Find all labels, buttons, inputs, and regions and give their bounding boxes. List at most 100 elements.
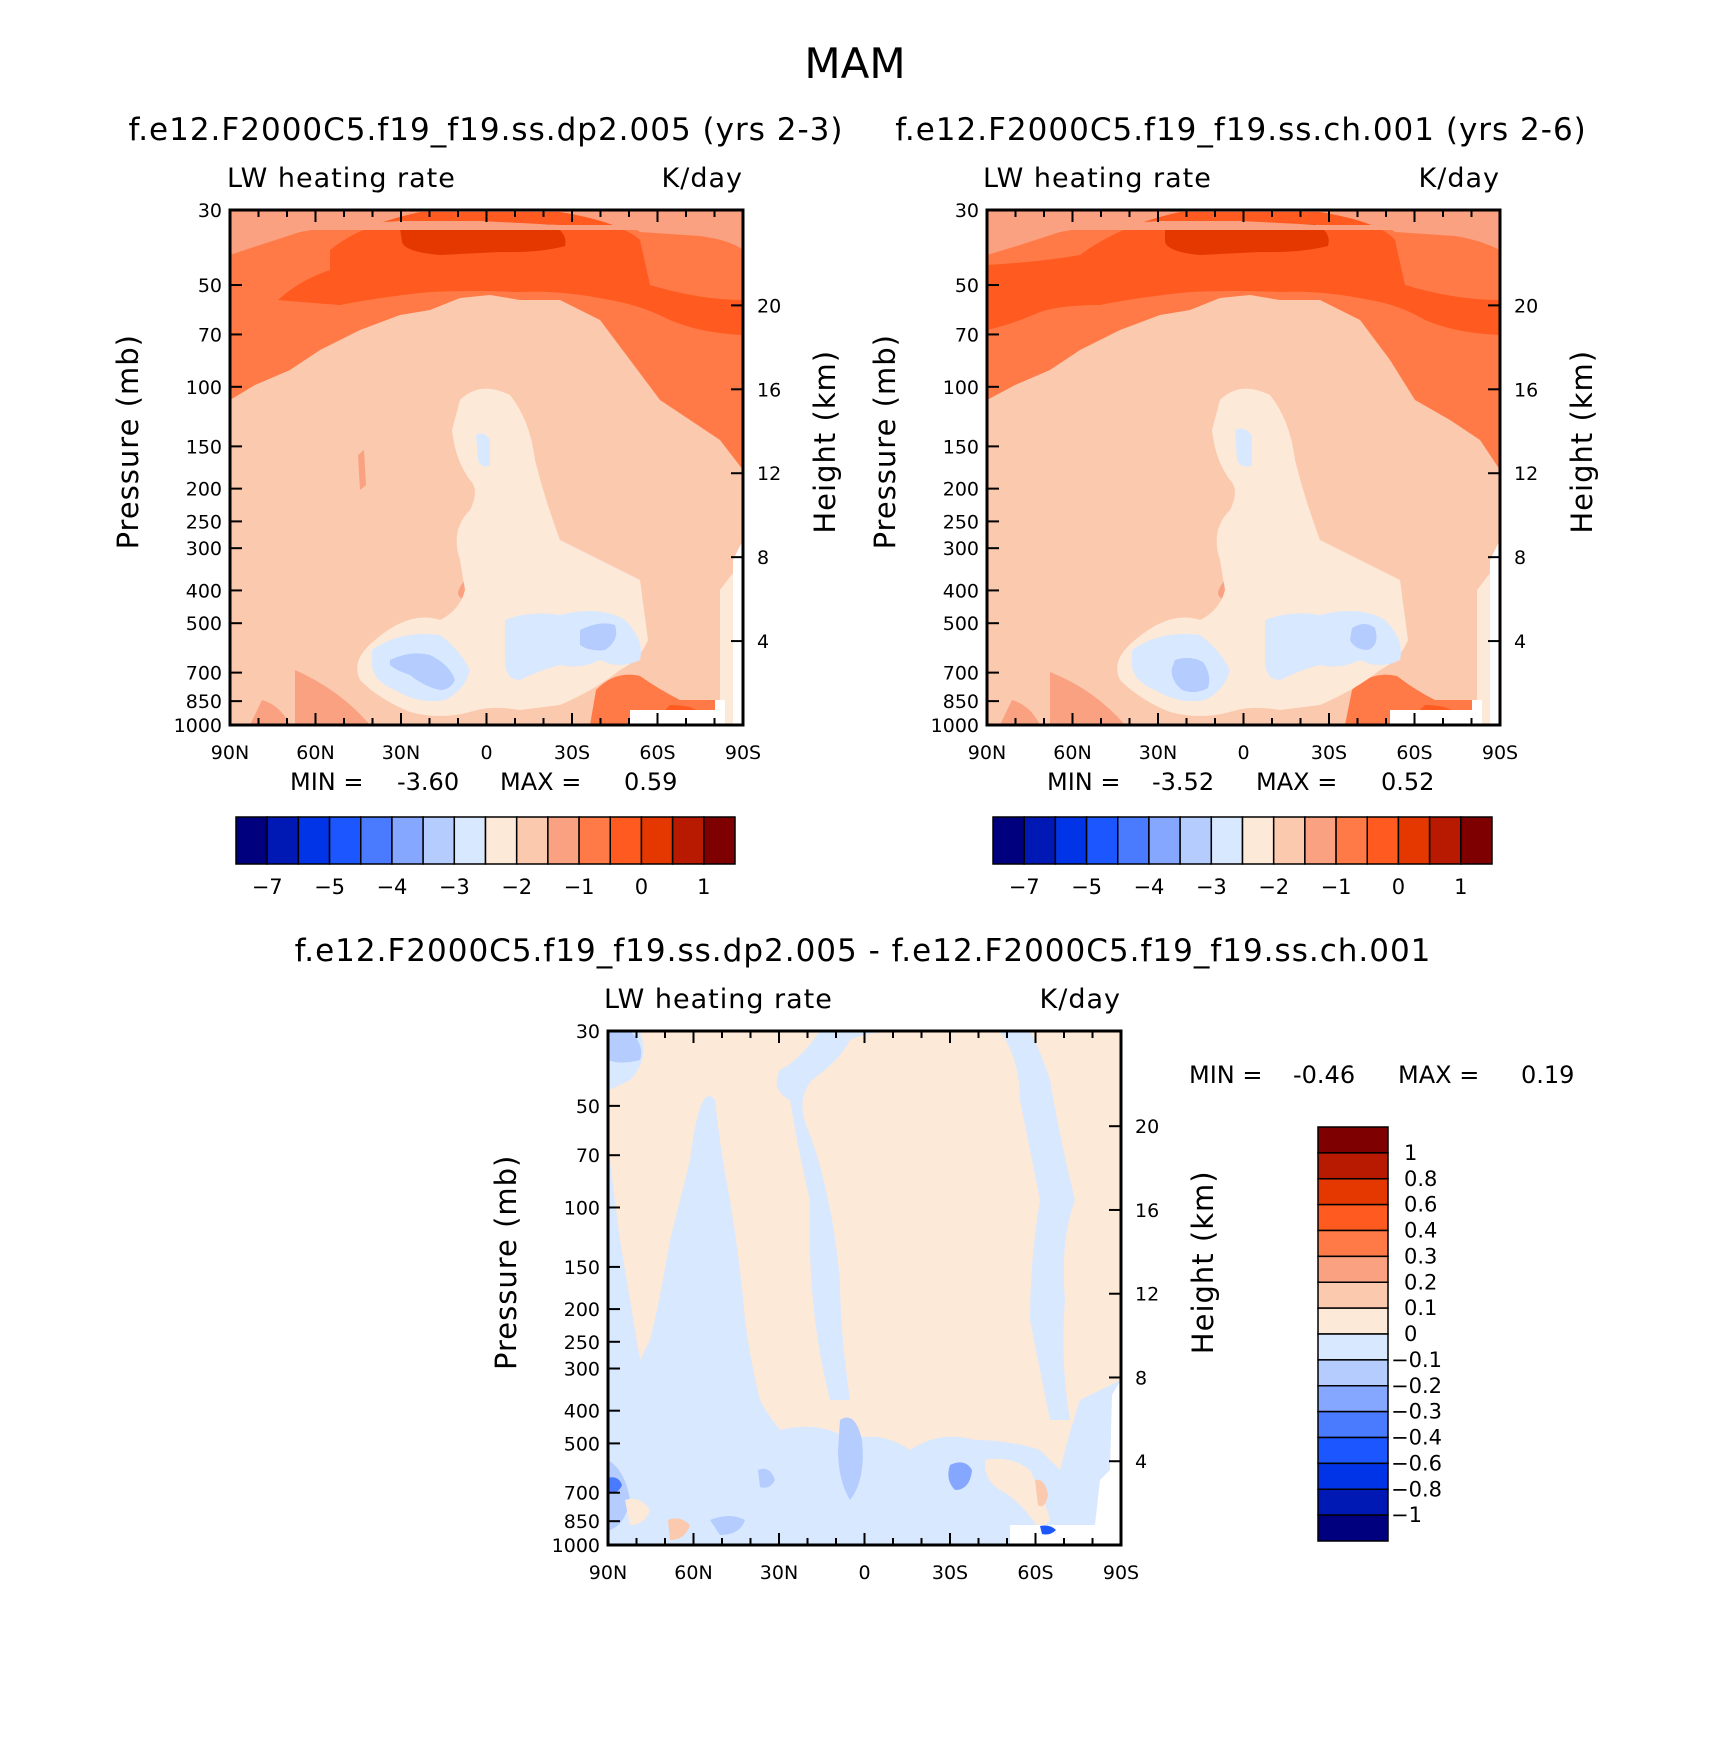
colorbar-label: 0 <box>1392 875 1405 899</box>
lat-tick-label: 90S <box>1103 1562 1139 1584</box>
panel-ch-cool-lower-right-2 <box>1350 624 1377 650</box>
colorbar-label: −7 <box>252 875 283 899</box>
colorbar-swatch <box>1317 1307 1389 1335</box>
panel-diff-warm-lower-patch-3 <box>668 1518 690 1540</box>
colorbar-swatch <box>1460 816 1493 865</box>
panel-diff-field <box>608 1031 1121 1545</box>
panel-diff-cool-left-blob <box>608 1031 642 1063</box>
panel-dp2: f.e12.F2000C5.f19_f19.ss.dp2.005 (yrs 2-… <box>111 112 842 899</box>
panel-dp2-warm-left-surface <box>250 700 290 725</box>
pressure-tick-label: 100 <box>943 377 979 399</box>
lat-tick-label: 60N <box>296 742 334 764</box>
colorbar-label: 1 <box>697 875 710 899</box>
colorbar-label: −0.4 <box>1391 1426 1442 1450</box>
panel-ch-title: f.e12.F2000C5.f19_f19.ss.ch.001 (yrs 2-6… <box>895 112 1587 148</box>
panel-ch-field <box>987 210 1500 725</box>
colorbar-label: −5 <box>1071 875 1102 899</box>
pressure-tick-label: 30 <box>955 200 979 222</box>
pressure-tick-label: 150 <box>943 436 979 458</box>
pressure-tick-label: 850 <box>186 691 222 713</box>
pressure-tick-label: 70 <box>955 324 979 346</box>
pressure-tick-label: 400 <box>564 1401 600 1423</box>
pressure-tick-label: 700 <box>186 663 222 685</box>
panel-diff-left-deep <box>608 1477 622 1494</box>
lat-tick-label: 30N <box>382 742 420 764</box>
colorbar-label: −2 <box>1258 875 1289 899</box>
pressure-tick-label: 700 <box>943 663 979 685</box>
panel-diff-axes: 90N 60N 30N 0 30S 60S 90S 30 50 70 100 150 200 250 300… <box>489 1021 1220 1584</box>
colorbar-swatch <box>1054 816 1088 865</box>
panel-dp2-min-label: MIN = <box>290 768 363 796</box>
panel-ch: f.e12.F2000C5.f19_f19.ss.ch.001 (yrs 2-6… <box>868 112 1599 899</box>
pressure-tick-label: 850 <box>943 691 979 713</box>
height-tick-label: 20 <box>1135 1116 1159 1138</box>
colorbar-label: 0.8 <box>1404 1167 1437 1191</box>
lat-tick-label: 0 <box>480 742 492 764</box>
panel-dp2-band-peak <box>400 223 566 255</box>
panel-ch-band-upper <box>987 221 1500 255</box>
colorbar-swatch <box>1335 816 1368 865</box>
height-tick-label: 16 <box>1135 1200 1159 1222</box>
colorbar-label: −7 <box>1009 875 1040 899</box>
pressure-axis-title: Pressure (mb) <box>489 1155 523 1370</box>
panel-diff-cool-blob-4 <box>758 1468 775 1488</box>
panel-diff-warm-strip-1 <box>608 1031 1121 1520</box>
lat-tick-label: 30S <box>554 742 590 764</box>
panel-ch-warm-left-surface <box>1000 700 1040 725</box>
colorbar-swatch <box>1317 1229 1389 1258</box>
colorbar-label: 0 <box>635 875 648 899</box>
colorbar-swatch <box>1210 816 1244 865</box>
panel-ch-max-value: 0.52 <box>1381 768 1434 796</box>
colorbar-swatch <box>1179 816 1213 865</box>
colorbar-swatch <box>1023 816 1057 865</box>
panel-diff-missing <box>1010 1380 1121 1545</box>
colorbar-label: −0.2 <box>1391 1374 1442 1398</box>
colorbar-label: 0.2 <box>1404 1270 1437 1294</box>
lat-tick-label: 90N <box>968 742 1006 764</box>
colorbar-swatch <box>1317 1333 1389 1361</box>
panel-diff-cool-blob-3 <box>948 1462 972 1490</box>
panel-diff-variable-label: LW heating rate <box>604 984 833 1015</box>
panel-dp2-colorbar: −7 −5 −4 −3 −2 −1 0 1 <box>235 816 736 899</box>
panel-ch-band-high <box>987 212 1500 335</box>
colorbar-swatch <box>328 816 362 865</box>
panel-diff-surface-deep <box>1040 1525 1056 1535</box>
colorbar-swatch <box>547 816 580 865</box>
panel-dp2-max-label: MAX = <box>500 768 581 796</box>
panel-ch-axes: 90N 60N 30N 0 30S 60S 90S 30 50 70 100 150 200 250 300… <box>868 200 1599 764</box>
panel-ch-cool-small <box>1235 428 1252 467</box>
colorbar-swatch <box>1317 1436 1389 1465</box>
pressure-tick-label: 50 <box>576 1096 600 1118</box>
pressure-tick-label: 200 <box>943 479 979 501</box>
pressure-tick-label: 500 <box>943 613 979 635</box>
panel-diff-max-label: MAX = <box>1398 1061 1479 1089</box>
colorbar-swatch <box>422 816 456 865</box>
colorbar-swatch <box>453 816 487 865</box>
lat-tick-label: 60N <box>674 1562 712 1584</box>
lat-tick-label: 90N <box>589 1562 627 1584</box>
panel-ch-warm-near-surface <box>1050 672 1125 725</box>
colorbar-label: 0.1 <box>1404 1296 1437 1320</box>
pressure-axis-title: Pressure (mb) <box>111 334 145 549</box>
panel-dp2-band-upper <box>230 221 743 255</box>
colorbar-label: 0.3 <box>1404 1244 1437 1268</box>
pressure-tick-label: 50 <box>955 275 979 297</box>
panel-diff-polar-warm <box>1090 1031 1121 1150</box>
height-tick-label: 16 <box>757 379 781 401</box>
panel-dp2-cool-lower-left-2 <box>390 653 455 690</box>
height-tick-label: 20 <box>1514 295 1538 317</box>
panel-ch-min-value: -3.52 <box>1152 768 1214 796</box>
colorbar-label: −0.3 <box>1391 1400 1442 1424</box>
colorbar-swatch <box>1317 1514 1389 1542</box>
height-axis-title: Height (km) <box>1186 1170 1220 1354</box>
panel-ch-units-label: K/day <box>1419 163 1500 194</box>
panel-diff-warm-lower-patch-2 <box>1035 1479 1048 1507</box>
pressure-tick-label: 500 <box>186 613 222 635</box>
height-tick-label: 12 <box>757 463 781 485</box>
colorbar-label: −3 <box>439 875 470 899</box>
colorbar-swatch <box>578 816 611 865</box>
colorbar-swatch <box>703 816 736 865</box>
pressure-tick-label: 250 <box>943 511 979 533</box>
lat-tick-label: 90N <box>211 742 249 764</box>
